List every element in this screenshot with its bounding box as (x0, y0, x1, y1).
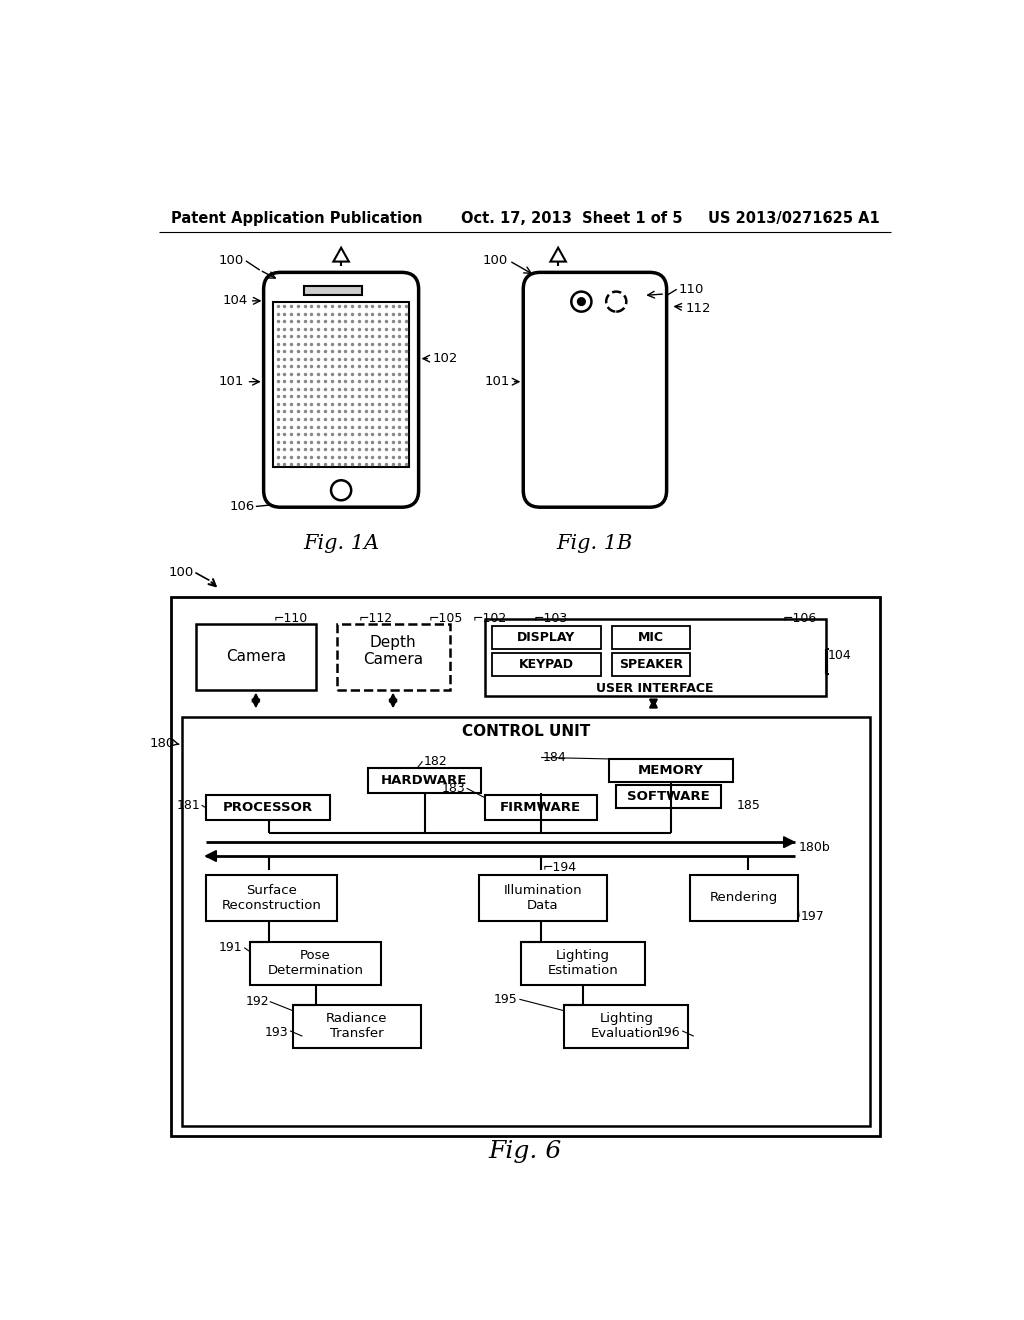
FancyBboxPatch shape (263, 272, 419, 507)
Text: 100: 100 (482, 255, 508, 268)
Bar (612, 626, 690, 649)
Text: PROCESSOR: PROCESSOR (222, 801, 312, 814)
Text: 102: 102 (432, 352, 458, 366)
Text: 101: 101 (219, 375, 245, 388)
Bar (171, 598, 880, 1137)
Text: Fig. 1A: Fig. 1A (303, 533, 379, 553)
Text: 180b: 180b (799, 841, 830, 854)
Bar (206, 875, 337, 921)
Text: Illumination
Data: Illumination Data (504, 883, 582, 912)
Text: 192: 192 (246, 995, 269, 1008)
Text: HARDWARE: HARDWARE (381, 774, 467, 787)
Text: SOFTWARE: SOFTWARE (627, 791, 710, 804)
Text: 184: 184 (543, 751, 566, 764)
Bar (484, 795, 597, 820)
Text: Fig. 6: Fig. 6 (488, 1140, 561, 1163)
Text: ⌐106: ⌐106 (783, 611, 817, 624)
Circle shape (578, 298, 586, 305)
Text: 106: 106 (229, 500, 254, 513)
Text: ⌐103: ⌐103 (534, 611, 567, 624)
Text: 104: 104 (223, 294, 248, 308)
Bar (206, 795, 330, 820)
Text: 100: 100 (169, 566, 194, 579)
Text: 183: 183 (441, 781, 465, 795)
Text: SPEAKER: SPEAKER (620, 657, 683, 671)
Text: ⌐102: ⌐102 (473, 611, 507, 624)
Bar (690, 875, 799, 921)
Text: 196: 196 (657, 1026, 681, 1039)
Text: 101: 101 (484, 375, 510, 388)
Text: Oct. 17, 2013  Sheet 1 of 5: Oct. 17, 2013 Sheet 1 of 5 (461, 211, 683, 226)
Bar (197, 624, 316, 689)
Text: DISPLAY: DISPLAY (517, 631, 575, 644)
Bar (304, 286, 362, 294)
Text: MEMORY: MEMORY (638, 764, 703, 777)
Bar (564, 1006, 688, 1048)
Text: Radiance
Transfer: Radiance Transfer (326, 1012, 387, 1040)
Text: ⌐110: ⌐110 (273, 611, 308, 624)
Text: 195: 195 (494, 993, 518, 1006)
Text: ⌐112: ⌐112 (359, 611, 393, 624)
Text: USER INTERFACE: USER INTERFACE (596, 681, 714, 694)
Bar (484, 619, 825, 696)
Text: Surface
Reconstruction: Surface Reconstruction (221, 883, 322, 912)
Bar (493, 653, 601, 676)
Text: FIRMWARE: FIRMWARE (500, 801, 581, 814)
Bar (337, 624, 450, 689)
Bar (250, 942, 381, 985)
Bar (273, 302, 410, 467)
Bar (293, 1006, 421, 1048)
Text: Depth
Camera: Depth Camera (362, 635, 423, 668)
Bar (521, 942, 645, 985)
Text: 180: 180 (150, 737, 174, 750)
Text: 197: 197 (801, 911, 824, 924)
Text: Lighting
Estimation: Lighting Estimation (548, 949, 618, 977)
Text: 193: 193 (265, 1026, 289, 1039)
Text: 185: 185 (737, 799, 761, 812)
Bar (616, 785, 721, 808)
Text: US 2013/0271625 A1: US 2013/0271625 A1 (708, 211, 880, 226)
Bar (608, 759, 732, 781)
Text: KEYPAD: KEYPAD (519, 657, 574, 671)
Text: MIC: MIC (638, 631, 665, 644)
FancyBboxPatch shape (523, 272, 667, 507)
Text: Rendering: Rendering (710, 891, 778, 904)
Text: Pose
Determination: Pose Determination (267, 949, 364, 977)
Bar (479, 875, 607, 921)
Text: ⌐105: ⌐105 (429, 611, 463, 624)
Bar (182, 718, 870, 1126)
Text: 182: 182 (424, 755, 447, 768)
Text: 181: 181 (176, 799, 200, 812)
Bar (369, 768, 480, 793)
Polygon shape (206, 850, 216, 862)
Bar (493, 626, 601, 649)
Text: Fig. 1B: Fig. 1B (556, 533, 633, 553)
Text: 104: 104 (827, 648, 852, 661)
Text: 191: 191 (219, 941, 243, 954)
Text: 112: 112 (686, 302, 712, 315)
Text: Patent Application Publication: Patent Application Publication (171, 211, 422, 226)
Text: Camera: Camera (226, 649, 286, 664)
Polygon shape (783, 837, 795, 847)
Text: 100: 100 (219, 255, 245, 268)
Text: Lighting
Evaluation: Lighting Evaluation (591, 1012, 662, 1040)
Text: CONTROL UNIT: CONTROL UNIT (462, 723, 591, 739)
Bar (612, 653, 690, 676)
Text: 110: 110 (678, 282, 703, 296)
Text: ⌐194: ⌐194 (543, 861, 577, 874)
